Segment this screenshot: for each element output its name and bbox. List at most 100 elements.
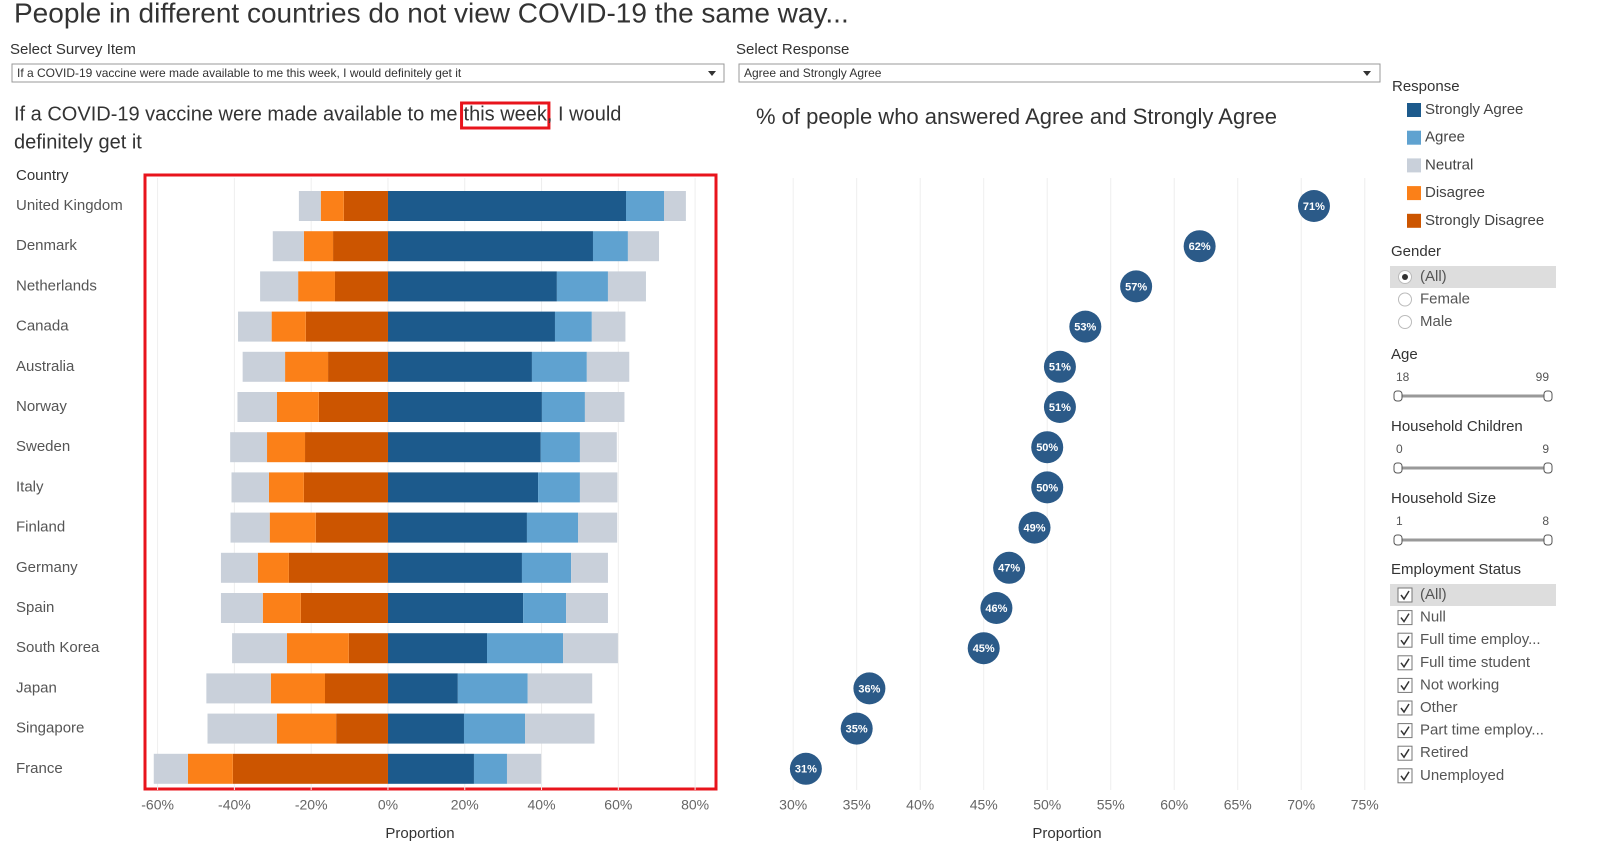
- checkbox[interactable]: [1397, 587, 1413, 603]
- checkbox[interactable]: [1397, 655, 1413, 671]
- data-label: 49%: [1024, 523, 1046, 535]
- slider-min: 0: [1396, 442, 1403, 456]
- checkmark[interactable]: [1400, 681, 1410, 691]
- radio-label[interactable]: Female: [1420, 290, 1470, 307]
- highlight-box: [460, 101, 551, 130]
- checkbox[interactable]: [1397, 745, 1413, 761]
- checkbox[interactable]: [1397, 768, 1413, 784]
- radio[interactable]: [1398, 292, 1412, 307]
- bar-segment: [262, 593, 301, 623]
- bar-segment: [607, 271, 646, 302]
- bar-segment: [523, 593, 567, 623]
- slider-min: 18: [1396, 370, 1410, 384]
- slider-max: 8: [1542, 514, 1549, 528]
- checkbox-label[interactable]: Part time employ...: [1420, 722, 1544, 739]
- dropdown-arrow[interactable]: [1363, 71, 1371, 76]
- checkmark[interactable]: [1400, 635, 1410, 646]
- bar-segment: [625, 191, 665, 221]
- checkbox[interactable]: [1397, 677, 1413, 693]
- radio[interactable]: [1398, 315, 1412, 329]
- dot: [840, 712, 873, 745]
- checkbox[interactable]: [1397, 700, 1413, 716]
- slider-handle[interactable]: [1543, 534, 1553, 546]
- dot: [1031, 471, 1064, 504]
- dropdown-value[interactable]: Agree and Strongly Agree: [744, 66, 882, 80]
- bar-segment: [268, 472, 304, 503]
- dropdown[interactable]: [11, 63, 725, 83]
- category-label: Spain: [16, 599, 54, 616]
- radio-label[interactable]: Male: [1420, 313, 1453, 330]
- bar-segment: [232, 753, 388, 784]
- checkmark[interactable]: [1400, 726, 1410, 736]
- x-tick-label: 0%: [378, 797, 398, 813]
- category-label: Japan: [16, 679, 57, 696]
- bar-segment: [237, 392, 278, 422]
- checkbox-label[interactable]: Not working: [1420, 676, 1499, 693]
- bar-segment: [387, 231, 593, 262]
- bar-segment: [387, 552, 522, 583]
- dropdown[interactable]: [738, 63, 1381, 83]
- bar-segment: [554, 311, 592, 342]
- legend-label: Neutral: [1425, 156, 1473, 173]
- radio-dot[interactable]: [1402, 274, 1408, 280]
- slider-handle[interactable]: [1393, 462, 1403, 474]
- slider-handle[interactable]: [1543, 390, 1553, 402]
- radio-label[interactable]: (All): [1420, 268, 1447, 285]
- checkbox-label[interactable]: Other: [1420, 699, 1458, 716]
- checkbox[interactable]: [1397, 723, 1413, 739]
- checkbox-label[interactable]: Full time employ...: [1420, 631, 1541, 648]
- checkbox-label[interactable]: Unemployed: [1420, 767, 1504, 784]
- bar-segment: [153, 753, 188, 784]
- checkmark[interactable]: [1400, 771, 1410, 782]
- checkbox-label[interactable]: Full time student: [1420, 654, 1531, 671]
- checkmark[interactable]: [1400, 613, 1410, 623]
- category-label: Netherlands: [16, 277, 97, 294]
- checkbox-label[interactable]: Retired: [1420, 744, 1468, 761]
- chart-title: definitely get it: [14, 131, 142, 153]
- category-label: Singapore: [16, 720, 84, 737]
- legend-swatch: [1407, 213, 1421, 228]
- bar-segment: [230, 512, 270, 543]
- x-tick-label: -20%: [295, 797, 328, 813]
- checkmark[interactable]: [1400, 590, 1410, 601]
- checkmark[interactable]: [1400, 748, 1410, 759]
- dot: [1297, 190, 1330, 222]
- slider-handle[interactable]: [1393, 390, 1403, 402]
- bar-segment: [269, 512, 316, 543]
- bar-segment: [586, 351, 630, 382]
- slider-handle[interactable]: [1393, 534, 1403, 546]
- legend-label: Disagree: [1425, 184, 1485, 201]
- dropdown-arrow[interactable]: [708, 71, 716, 76]
- category-label: Finland: [16, 519, 65, 536]
- legend-swatch: [1407, 186, 1421, 201]
- chart-title: If a COVID-19 vaccine were made availabl…: [14, 103, 458, 125]
- dropdown-value[interactable]: If a COVID-19 vaccine were made availabl…: [17, 66, 462, 80]
- filter-title: Age: [1391, 346, 1418, 363]
- data-label: 46%: [985, 603, 1007, 615]
- dot: [1120, 270, 1153, 303]
- checkbox-label[interactable]: Null: [1420, 609, 1446, 626]
- data-label: 36%: [858, 683, 880, 695]
- chart-title: % of people who answered Agree and Stron…: [756, 104, 1277, 129]
- bar-segment: [387, 351, 532, 382]
- category-label: Denmark: [16, 237, 77, 254]
- bar-segment: [526, 512, 579, 543]
- checkbox[interactable]: [1397, 610, 1413, 626]
- dot: [993, 551, 1026, 584]
- bar-segment: [579, 432, 617, 463]
- category-label: Sweden: [16, 438, 70, 455]
- bar-segment: [457, 673, 528, 704]
- data-label: 62%: [1189, 241, 1211, 253]
- legend-label: Strongly Disagree: [1425, 212, 1544, 229]
- checkmark[interactable]: [1400, 703, 1410, 714]
- checkbox[interactable]: [1397, 632, 1413, 648]
- checkbox-label[interactable]: (All): [1420, 586, 1447, 603]
- checkmark[interactable]: [1400, 658, 1410, 669]
- x-tick-label: 20%: [451, 797, 479, 813]
- x-tick-label: 55%: [1097, 797, 1125, 813]
- slider-handle[interactable]: [1543, 462, 1553, 474]
- data-label: 51%: [1049, 402, 1071, 414]
- legend-label: Strongly Agree: [1425, 101, 1523, 118]
- dot: [1031, 431, 1064, 464]
